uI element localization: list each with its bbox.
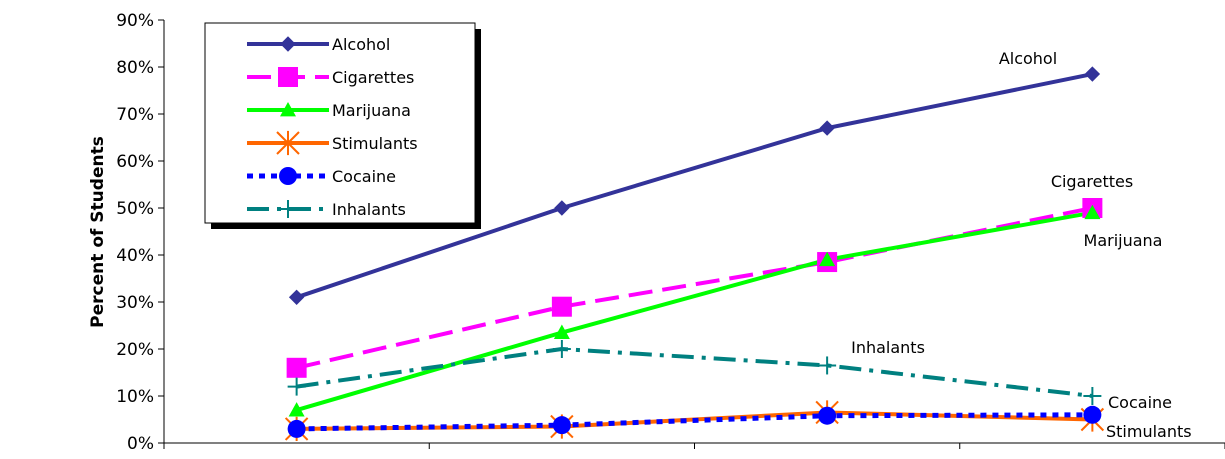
marker-plus-inhalants bbox=[818, 356, 837, 375]
marker-asterisk-legend-stimulants bbox=[276, 130, 300, 156]
marker-circle-legend-cocaine bbox=[279, 167, 297, 185]
legend-label-inhalants: Inhalants bbox=[332, 200, 406, 219]
y-tick-label: 20% bbox=[116, 340, 154, 360]
y-tick-label: 80% bbox=[116, 58, 154, 78]
marker-circle-cocaine bbox=[1083, 405, 1102, 424]
series-line-inhalants bbox=[296, 347, 1093, 398]
series-line-marijuana bbox=[296, 210, 1093, 413]
marker-plus-inhalants bbox=[287, 377, 306, 396]
series-line-cigarettes bbox=[296, 206, 1093, 370]
series-line-cocaine bbox=[296, 412, 1093, 432]
y-axis-title: Percent of Students bbox=[88, 136, 108, 328]
y-tick-label: 0% bbox=[127, 434, 154, 454]
marker-square-legend-cigarettes bbox=[278, 67, 298, 87]
y-tick-label: 40% bbox=[116, 246, 154, 266]
marker-diamond-alcohol bbox=[288, 289, 305, 306]
y-tick-label: 60% bbox=[116, 152, 154, 172]
marker-diamond-legend-alcohol bbox=[280, 36, 296, 52]
marker-diamond-alcohol bbox=[554, 200, 570, 216]
legend-label-alcohol: Alcohol bbox=[332, 35, 390, 54]
series-label-cigarettes: Cigarettes bbox=[1051, 172, 1133, 191]
legend-label-cigarettes: Cigarettes bbox=[332, 68, 414, 87]
series-label-inhalants: Inhalants bbox=[851, 338, 925, 357]
y-tick-label: 50% bbox=[116, 199, 154, 219]
marker-plus-legend-inhalants bbox=[279, 200, 297, 218]
marker-circle-cocaine bbox=[287, 419, 306, 438]
marker-triangle-marijuana bbox=[1084, 204, 1101, 220]
series-label-stimulants: Stimulants bbox=[1106, 422, 1192, 441]
marker-triangle-marijuana bbox=[553, 324, 570, 339]
legend-label-marijuana: Marijuana bbox=[332, 101, 411, 120]
marker-square-cigarettes bbox=[286, 357, 307, 378]
marker-diamond-alcohol bbox=[1084, 66, 1101, 82]
marker-square-cigarettes bbox=[551, 296, 572, 317]
legend-label-cocaine: Cocaine bbox=[332, 167, 396, 186]
y-tick-label: 70% bbox=[116, 105, 154, 125]
marker-triangle-marijuana bbox=[288, 402, 305, 417]
legend-label-stimulants: Stimulants bbox=[332, 134, 418, 153]
marker-triangle-marijuana bbox=[819, 251, 836, 267]
y-tick-label: 90% bbox=[116, 11, 154, 31]
marker-diamond-alcohol bbox=[819, 120, 835, 136]
legend-box bbox=[204, 22, 476, 224]
series-line-alcohol bbox=[295, 72, 1093, 300]
series-label-alcohol: Alcohol bbox=[999, 49, 1057, 68]
y-tick-label: 30% bbox=[116, 293, 154, 313]
marker-circle-cocaine bbox=[818, 406, 837, 425]
series-label-marijuana: Marijuana bbox=[1084, 231, 1163, 250]
marker-triangle-legend-marijuana bbox=[280, 102, 296, 117]
marker-plus-inhalants bbox=[552, 340, 571, 358]
series-label-cocaine: Cocaine bbox=[1108, 393, 1172, 412]
marker-circle-cocaine bbox=[552, 416, 571, 435]
marker-plus-inhalants bbox=[1083, 387, 1102, 405]
y-tick-label: 10% bbox=[116, 387, 154, 407]
